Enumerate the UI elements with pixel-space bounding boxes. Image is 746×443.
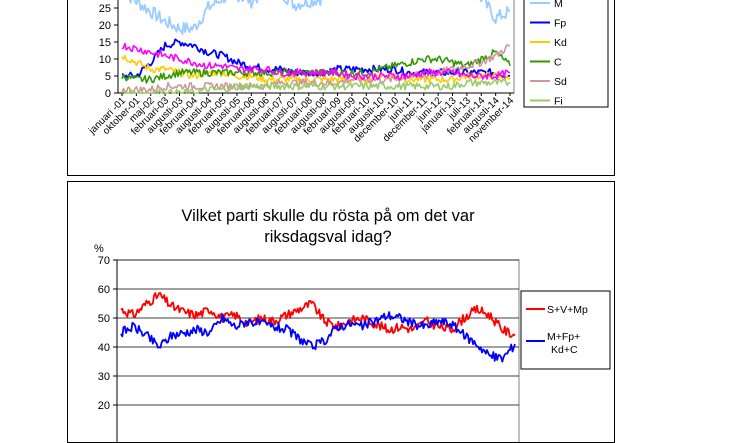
chart-title-line-2: riksdagsval idag? <box>264 228 392 246</box>
series-line-C <box>121 49 511 84</box>
legend-label-m-fp-kd-c-line2: Kd+C <box>551 344 578 356</box>
bottom-chart: %70 60 50 40 30 20 S+V+Mp M+Fp+Kd+C <box>94 243 611 442</box>
chart-title-line-1: Vilket parti skulle du rösta på om det v… <box>181 207 475 225</box>
plot-area <box>117 0 515 94</box>
legend-label-C: C <box>554 57 562 69</box>
y-tick-label: 40 <box>98 342 110 354</box>
legend-label-s-v-mp: S+V+Mp <box>547 304 588 316</box>
y-tick-label: 0 <box>105 88 111 100</box>
series-line-M <box>129 0 511 35</box>
legend-label-m-fp-kd-c-line1: M+Fp+ <box>547 331 580 343</box>
y-tick-label: 20 <box>99 20 111 32</box>
y-tick-label: 5 <box>105 71 111 83</box>
series-line-M+Fp+ Kd+C <box>120 311 516 363</box>
series-group <box>121 0 511 94</box>
y-tick-label: 60 <box>98 284 110 296</box>
y-tick-label: 15 <box>99 37 111 49</box>
legend-label-Fp: Fp <box>554 18 566 30</box>
legend-box <box>523 0 609 108</box>
legend-box <box>520 290 611 370</box>
series-line-Fi <box>121 78 511 94</box>
bottom-chart-panel: Vilket parti skulle du rösta på om det v… <box>67 181 615 443</box>
series-line-S <box>121 42 511 81</box>
series-line-S+V+Mp <box>120 292 516 338</box>
legend-label-M: M <box>554 0 563 10</box>
legend-label-Fi: Fi <box>554 96 563 108</box>
y-tick-label: 20 <box>98 400 110 412</box>
y-tick-label: 30 <box>98 371 110 383</box>
legend-label-Sd: Sd <box>554 76 567 88</box>
y-axis-label: % <box>94 243 104 255</box>
y-tick-label: 10 <box>99 54 111 66</box>
y-tick-label: 25 <box>99 3 111 15</box>
y-tick-label: 50 <box>98 313 110 325</box>
plot-area <box>116 259 520 442</box>
top-chart-panel: 0 5 10 15 20 25 januari -01 oktober-01 maj-02 feb… <box>67 0 615 176</box>
chart-title: Vilket parti skulle du rösta på om det v… <box>128 206 528 248</box>
legend-label-Kd: Kd <box>554 37 567 49</box>
y-tick-label: 70 <box>98 255 110 267</box>
